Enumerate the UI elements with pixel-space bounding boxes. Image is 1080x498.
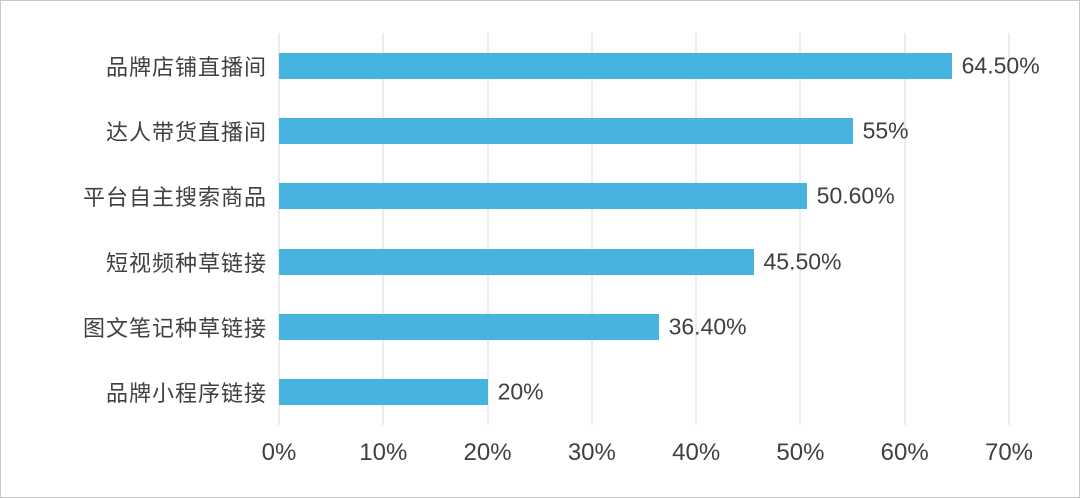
bar-row: 36.40% [279, 294, 1009, 359]
value-label: 45.50% [763, 248, 842, 275]
value-label: 36.40% [668, 313, 747, 340]
category-label: 品牌小程序链接 [105, 381, 267, 407]
category-label: 图文笔记种草链接 [82, 315, 267, 341]
value-label: 20% [497, 378, 544, 405]
bar [279, 248, 754, 275]
x-axis-tick-label: 30% [567, 439, 616, 466]
category-label: 平台自主搜索商品 [82, 185, 267, 211]
bar [279, 117, 853, 144]
category-axis: 品牌店铺直播间 达人带货直播间平台自主搜索商品短视频种草链接图文笔记种草链接品牌小… [1, 33, 267, 425]
bar-row: 45.50% [279, 229, 1009, 294]
category-label: 短视频种草链接 [105, 250, 267, 276]
x-axis-tick-label: 20% [463, 439, 512, 466]
gridline [278, 33, 280, 425]
bar-rows: 64.50% 55% 50.60% 45.50% 36.40% 20% [279, 33, 1040, 425]
x-axis-tick-label: 40% [672, 439, 721, 466]
x-axis-tick-label: 10% [359, 439, 408, 466]
gridline [591, 33, 593, 425]
bar [279, 183, 807, 210]
category-label: 达人带货直播间 [105, 119, 267, 145]
gridline [695, 33, 697, 425]
x-axis-tick-label: 60% [880, 439, 929, 466]
bar [279, 313, 659, 340]
bar [279, 52, 952, 79]
gridline [904, 33, 906, 425]
x-axis-tick-label: 0% [261, 439, 297, 466]
x-axis-tick-label: 50% [776, 439, 825, 466]
gridline [799, 33, 801, 425]
gridline [487, 33, 489, 425]
bar-row: 55% [279, 98, 1009, 163]
x-axis-tick-label: 70% [984, 439, 1034, 466]
bar-row: 50.60% [279, 164, 1009, 229]
gridline [1008, 33, 1010, 425]
gridline [382, 33, 384, 425]
value-label: 50.60% [816, 182, 895, 209]
category-label: 品牌店铺直播间 [105, 54, 267, 80]
value-label: 64.50% [961, 52, 1040, 79]
plot-area: 64.50% 55% 50.60% 45.50% 36.40% 20% [278, 33, 1040, 425]
value-label: 55% [862, 117, 909, 144]
bar [279, 379, 488, 406]
bar-row: 20% [279, 360, 1009, 425]
x-axis: 0% 10% 20% 30% 40% 50% 60% 70% [262, 439, 1033, 479]
bar-row: 64.50% [279, 33, 1040, 98]
